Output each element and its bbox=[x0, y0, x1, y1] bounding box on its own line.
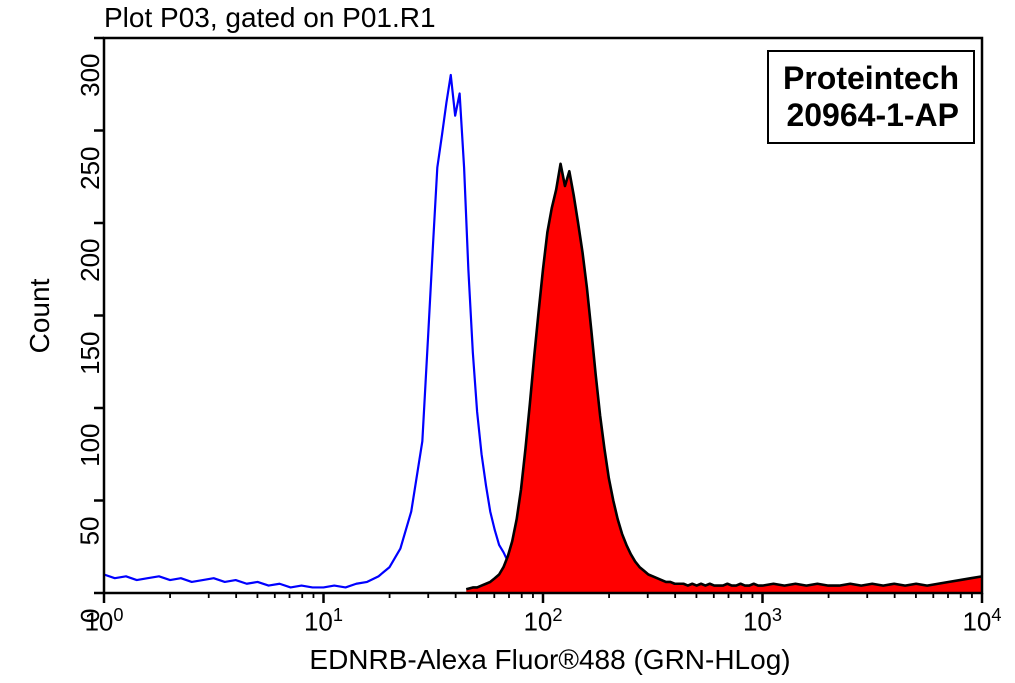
x-tick-label: 102 bbox=[518, 605, 568, 638]
x-tick-label: 101 bbox=[299, 605, 349, 638]
flow-cytometry-chart: Plot P03, gated on P01.R1 Count EDNRB-Al… bbox=[0, 0, 1015, 683]
x-tick-label: 100 bbox=[79, 605, 129, 638]
y-axis-label: Count bbox=[24, 266, 56, 366]
x-tick-label: 103 bbox=[738, 605, 788, 638]
annotation-line1: Proteintech bbox=[783, 60, 959, 97]
x-tick-label: 104 bbox=[957, 605, 1007, 638]
annotation-box: Proteintech 20964-1-AP bbox=[767, 50, 975, 144]
x-axis-label: EDNRB-Alexa Fluor®488 (GRN-HLog) bbox=[250, 644, 850, 676]
annotation-line2: 20964-1-AP bbox=[783, 97, 959, 134]
